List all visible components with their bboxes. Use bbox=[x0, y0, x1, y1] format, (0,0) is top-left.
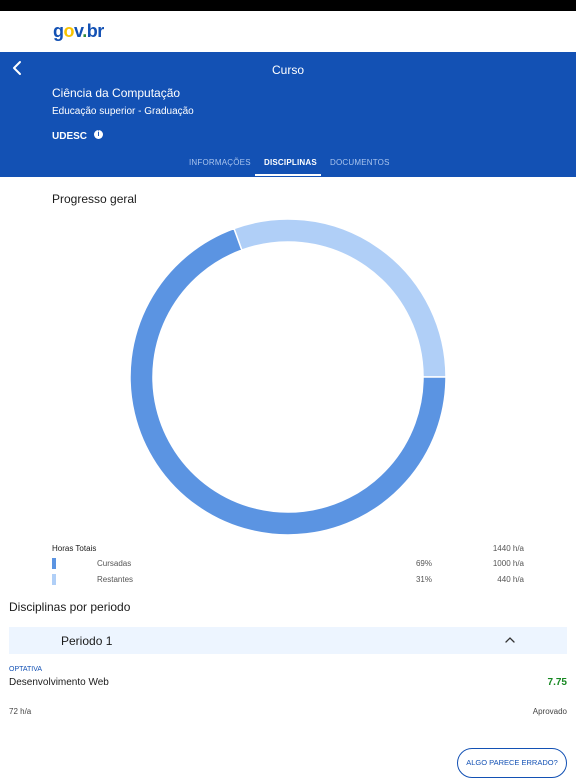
legend-percent: 31% bbox=[415, 575, 432, 584]
course-name: Ciência da Computação bbox=[52, 86, 181, 100]
progress-donut-chart bbox=[129, 218, 447, 536]
tab-documentos[interactable]: DOCUMENTOS bbox=[330, 158, 390, 167]
legend-value: 440 h/a bbox=[497, 575, 524, 584]
discipline-name[interactable]: Desenvolvimento Web bbox=[9, 677, 109, 688]
total-row: Horas Totais 1440 h/a bbox=[52, 543, 524, 555]
discipline-hours: 72 h/a bbox=[9, 707, 32, 716]
discipline-status: Aprovado bbox=[532, 707, 567, 716]
status-bar bbox=[0, 0, 576, 11]
page-title: Curso bbox=[271, 63, 304, 77]
discipline-tag: OPTATIVA bbox=[9, 666, 43, 673]
tab-bar: INFORMAÇÕES DISCIPLINAS DOCUMENTOS bbox=[0, 151, 576, 177]
tab-disciplinas[interactable]: DISCIPLINAS bbox=[264, 158, 317, 167]
period-label: Periodo 1 bbox=[61, 634, 113, 648]
legend-label: Restantes bbox=[97, 575, 134, 584]
course-level: Educação superior - Graduação bbox=[52, 106, 194, 117]
progress-title: Progresso geral bbox=[52, 192, 137, 206]
legend-label: Cursadas bbox=[97, 559, 132, 568]
govbr-logo: gov.br bbox=[53, 21, 104, 41]
total-label: Horas Totais bbox=[52, 544, 97, 553]
report-error-button[interactable]: ALGO PARECE ERRADO? bbox=[457, 748, 567, 778]
periods-title: Disciplinas por periodo bbox=[9, 600, 131, 614]
legend-row-cursadas: Cursadas 69% 1000 h/a bbox=[52, 558, 524, 570]
chevron-up-icon[interactable] bbox=[504, 634, 516, 646]
donut-slice-cursadas bbox=[129, 227, 447, 536]
legend-row-restantes: Restantes 31% 440 h/a bbox=[52, 574, 524, 586]
discipline-grade: 7.75 bbox=[547, 677, 567, 688]
back-arrow-icon[interactable] bbox=[10, 60, 26, 76]
period-header-1[interactable]: Periodo 1 bbox=[9, 627, 567, 654]
legend-swatch bbox=[52, 558, 56, 569]
top-bar: gov.br bbox=[0, 11, 576, 52]
institution-name: UDESC bbox=[52, 131, 88, 142]
info-icon[interactable]: i bbox=[94, 130, 103, 139]
course-header: Curso Ciência da Computação Educação sup… bbox=[0, 52, 576, 177]
tab-informacoes[interactable]: INFORMAÇÕES bbox=[189, 158, 251, 167]
legend-percent: 69% bbox=[415, 559, 432, 568]
total-value: 1440 h/a bbox=[492, 544, 524, 553]
legend-value: 1000 h/a bbox=[492, 559, 524, 568]
active-tab-indicator bbox=[255, 174, 321, 176]
donut-slice-restantes bbox=[232, 218, 447, 378]
legend-swatch bbox=[52, 574, 56, 585]
